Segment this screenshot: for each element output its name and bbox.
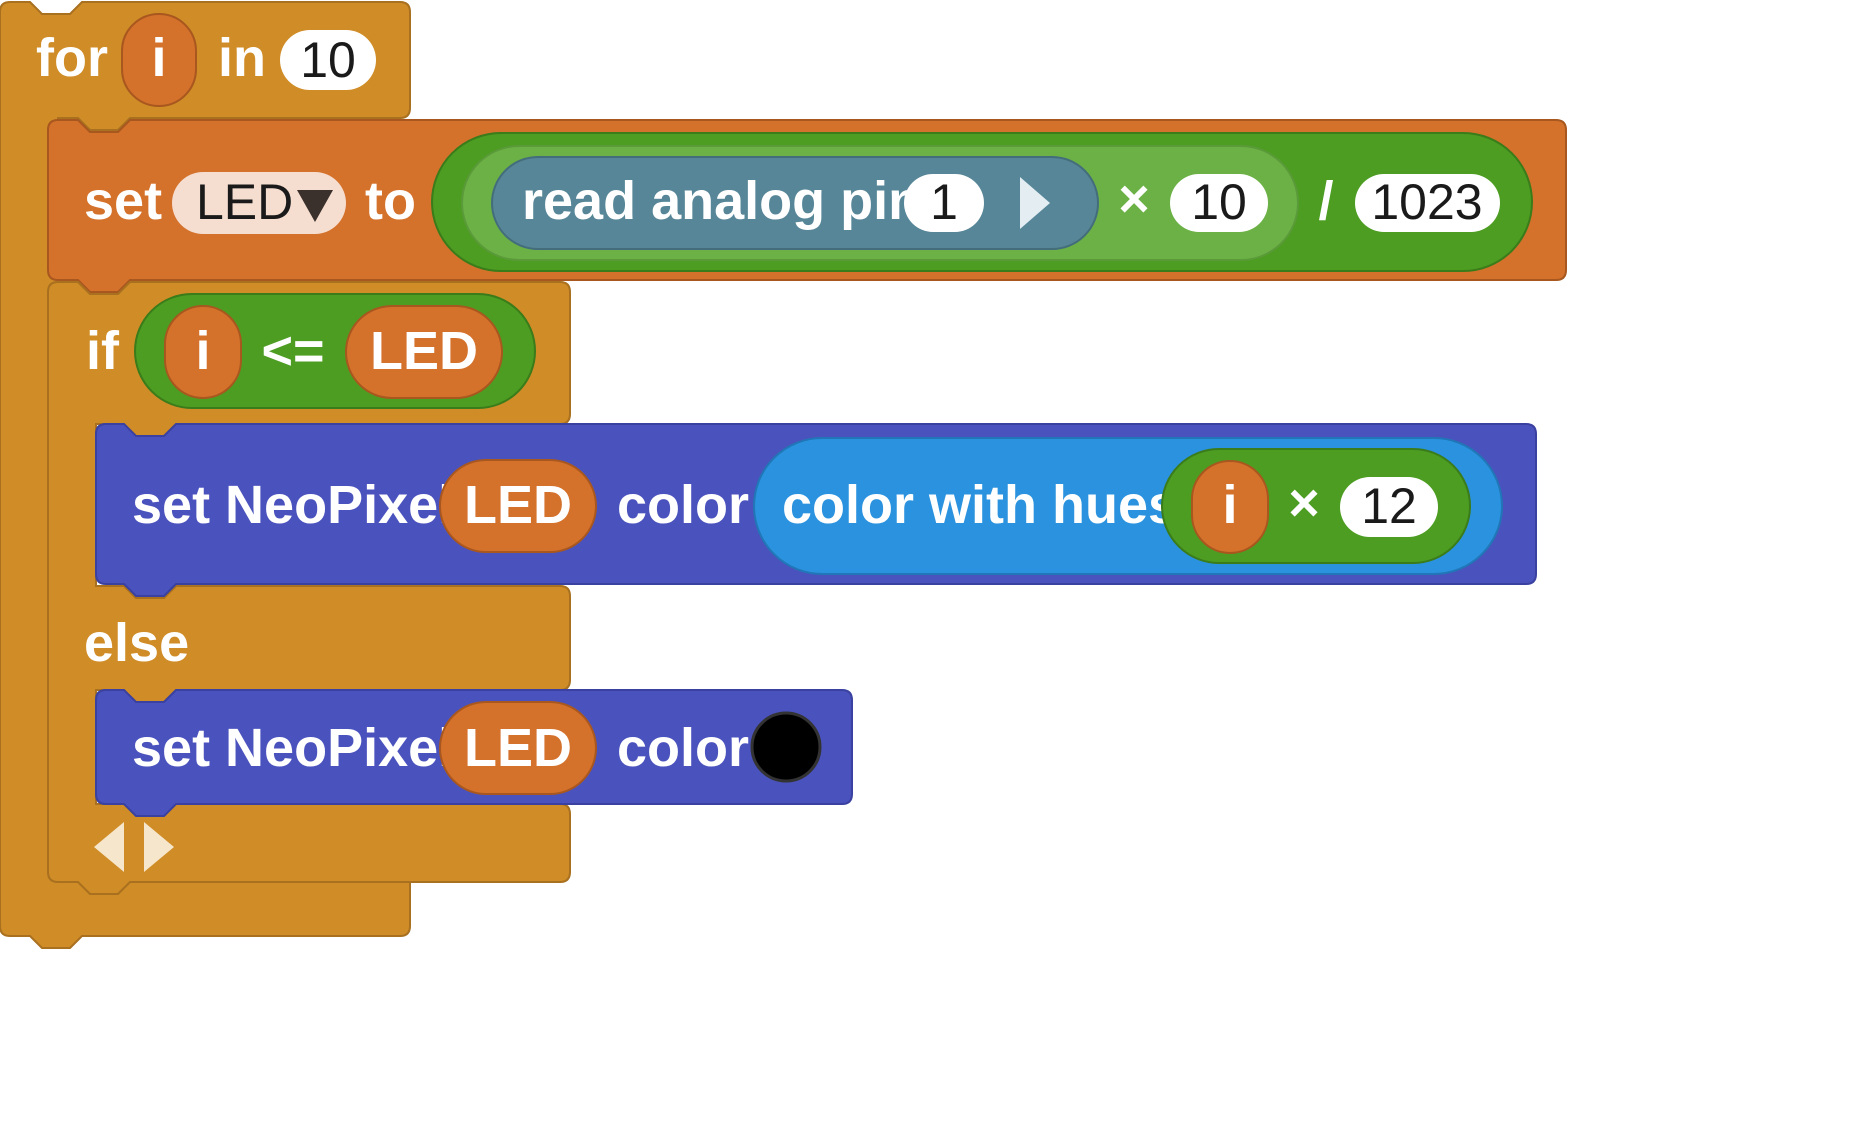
- compare-left-variable[interactable]: i: [164, 305, 242, 399]
- set-variable-block[interactable]: set LED to read analog pin 1: [47, 119, 1567, 293]
- multiply-expression[interactable]: read analog pin 1 × 10: [461, 145, 1299, 261]
- neopixel-else-label: set NeoPixel: [132, 718, 453, 778]
- for-variable-name: i: [151, 28, 166, 88]
- variable-dropdown-value: LED: [196, 174, 293, 230]
- divisor-field[interactable]: 1023: [1355, 174, 1500, 232]
- arrow-right-icon[interactable]: [144, 822, 174, 872]
- divisor-value: 1023: [1371, 174, 1482, 230]
- if-else-block[interactable]: if i <= LED else: [47, 281, 571, 895]
- compare-expression[interactable]: i <= LED: [134, 293, 536, 409]
- play-arrow-icon[interactable]: [1020, 177, 1050, 229]
- in-keyword: in: [218, 28, 266, 88]
- arrow-left-icon[interactable]: [94, 822, 124, 872]
- neopixel-else-index-name: LED: [464, 718, 572, 778]
- read-analog-pin-block[interactable]: read analog pin 1: [491, 156, 1099, 250]
- compare-right-name: LED: [370, 321, 478, 381]
- color-with-hues-block[interactable]: color with hues i × 12: [753, 437, 1503, 575]
- hue-multiply-expression[interactable]: i × 12: [1161, 448, 1471, 564]
- multiply-operator: ×: [1118, 169, 1150, 229]
- neopixel-else-color-label: color: [617, 718, 749, 778]
- neopixel-then-index[interactable]: LED: [439, 459, 597, 553]
- chevron-down-icon: [297, 190, 333, 222]
- else-keyword: else: [84, 613, 189, 673]
- hue-factor-value: 12: [1361, 478, 1417, 534]
- if-block-shape: [47, 281, 571, 895]
- neopixel-then-color-label: color: [617, 475, 749, 535]
- set-neopixel-block-else[interactable]: set NeoPixel LED color: [95, 689, 853, 817]
- pin-number-field[interactable]: 1: [904, 174, 984, 232]
- for-count-field[interactable]: 10: [280, 30, 376, 90]
- neopixel-then-label: set NeoPixel: [132, 475, 453, 535]
- if-keyword: if: [86, 321, 120, 381]
- hue-variable-name: i: [1222, 475, 1237, 535]
- color-with-hues-label: color with hues: [782, 475, 1178, 535]
- divide-operator: /: [1318, 171, 1333, 231]
- multiplier-value: 10: [1191, 174, 1247, 230]
- hue-variable[interactable]: i: [1191, 460, 1269, 554]
- compare-left-name: i: [195, 321, 210, 381]
- for-variable-pill[interactable]: i: [121, 13, 197, 107]
- neopixel-then-index-name: LED: [464, 475, 572, 535]
- pin-number-value: 1: [930, 174, 958, 230]
- to-keyword: to: [365, 171, 416, 231]
- neopixel-else-index[interactable]: LED: [439, 701, 597, 795]
- hue-multiply-operator: ×: [1288, 473, 1320, 533]
- compare-operator: <=: [261, 321, 324, 381]
- hue-factor-field[interactable]: 12: [1340, 477, 1438, 537]
- set-keyword: set: [84, 171, 162, 231]
- set-neopixel-block-then[interactable]: set NeoPixel LED color color with hues i…: [95, 423, 1537, 597]
- for-loop-block[interactable]: for i in 10: [0, 1, 411, 949]
- divide-expression[interactable]: read analog pin 1 × 10 / 1023: [431, 132, 1533, 272]
- for-count-value: 10: [300, 32, 356, 88]
- multiplier-field[interactable]: 10: [1170, 174, 1268, 232]
- mutator-arrows[interactable]: [94, 822, 174, 872]
- read-analog-pin-label: read analog pin: [522, 171, 921, 231]
- compare-right-variable[interactable]: LED: [345, 305, 503, 399]
- for-keyword: for: [36, 28, 108, 88]
- variable-dropdown[interactable]: LED: [172, 172, 346, 234]
- color-swatch-black[interactable]: [750, 711, 822, 783]
